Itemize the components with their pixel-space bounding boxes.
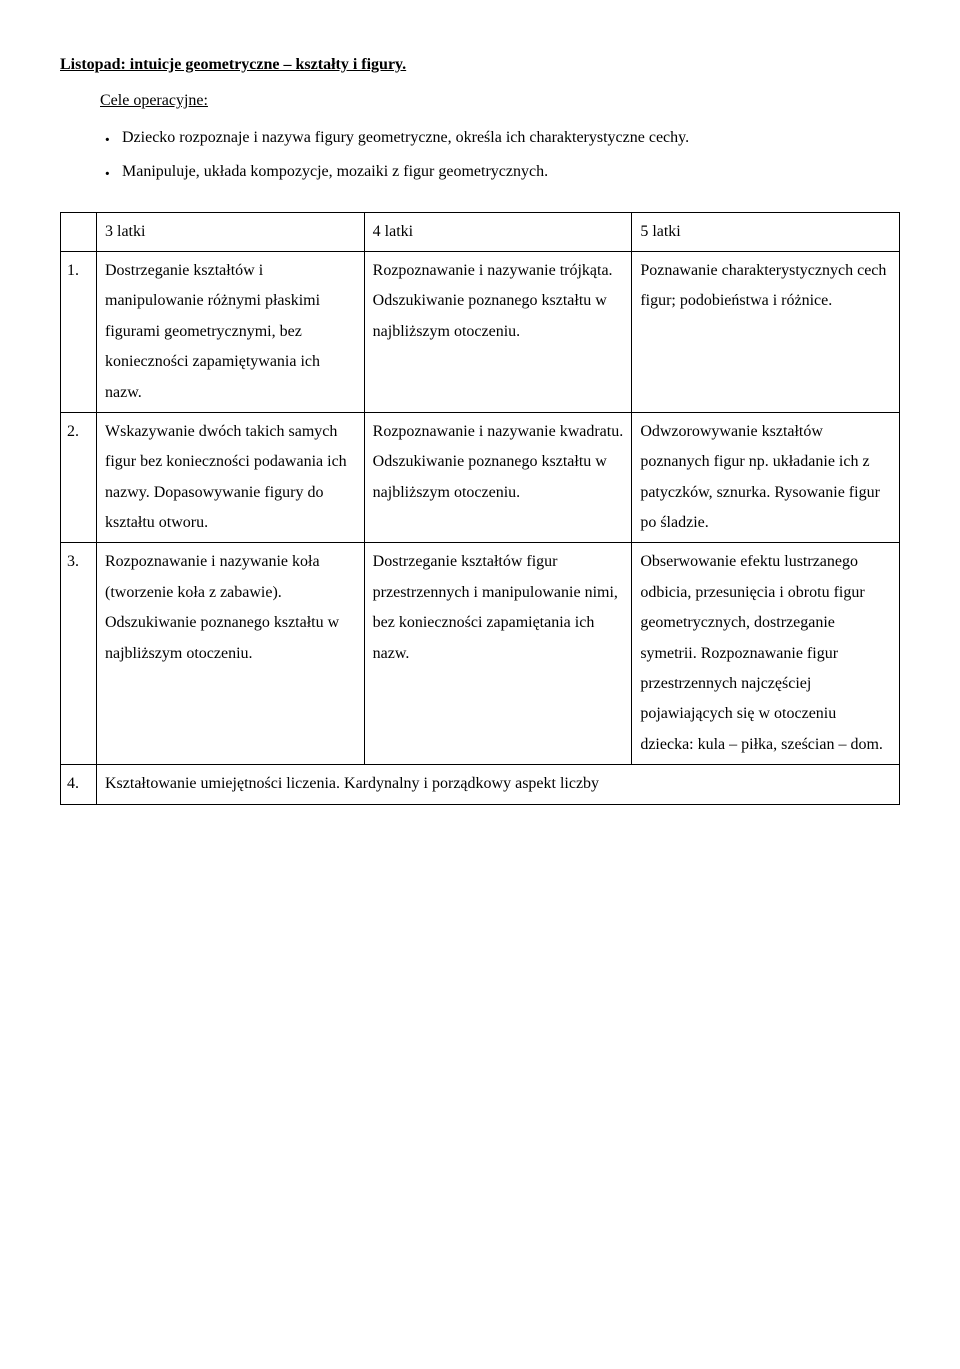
row-num: 4. — [61, 765, 97, 804]
row-col2: Dostrzeganie kształtów figur przestrzenn… — [364, 543, 632, 765]
row-col2: Rozpoznawanie i nazywanie trójkąta. Odsz… — [364, 251, 632, 412]
row-num: 3. — [61, 543, 97, 765]
bullet-item: Manipuluje, układa kompozycje, mozaiki z… — [100, 157, 900, 187]
table-header-row: 3 latki 4 latki 5 latki — [61, 212, 900, 251]
row-col1: Wskazywanie dwóch takich samych figur be… — [97, 412, 365, 543]
header-col1: 3 latki — [97, 212, 365, 251]
bullet-list: Dziecko rozpoznaje i nazywa figury geome… — [100, 123, 900, 188]
row-col2: Rozpoznawanie i nazywanie kwadratu. Odsz… — [364, 412, 632, 543]
header-num-cell — [61, 212, 97, 251]
row-merged: Kształtowanie umiejętności liczenia. Kar… — [97, 765, 900, 804]
document-subtitle: Cele operacyjne: — [100, 86, 900, 116]
row-col1: Rozpoznawanie i nazywanie koła (tworzeni… — [97, 543, 365, 765]
header-col2: 4 latki — [364, 212, 632, 251]
document-title: Listopad: intuicje geometryczne – kształ… — [60, 50, 900, 80]
table-row: 4. Kształtowanie umiejętności liczenia. … — [61, 765, 900, 804]
row-col3: Obserwowanie efektu lustrzanego odbicia,… — [632, 543, 900, 765]
header-col3: 5 latki — [632, 212, 900, 251]
row-col3: Odwzorowywanie kształtów poznanych figur… — [632, 412, 900, 543]
row-num: 2. — [61, 412, 97, 543]
row-col3: Poznawanie charakterystycznych cech figu… — [632, 251, 900, 412]
content-table: 3 latki 4 latki 5 latki 1. Dostrzeganie … — [60, 212, 900, 805]
table-row: 1. Dostrzeganie kształtów i manipulowani… — [61, 251, 900, 412]
row-col1: Dostrzeganie kształtów i manipulowanie r… — [97, 251, 365, 412]
row-num: 1. — [61, 251, 97, 412]
bullet-item: Dziecko rozpoznaje i nazywa figury geome… — [100, 123, 900, 153]
table-row: 2. Wskazywanie dwóch takich samych figur… — [61, 412, 900, 543]
table-row: 3. Rozpoznawanie i nazywanie koła (tworz… — [61, 543, 900, 765]
